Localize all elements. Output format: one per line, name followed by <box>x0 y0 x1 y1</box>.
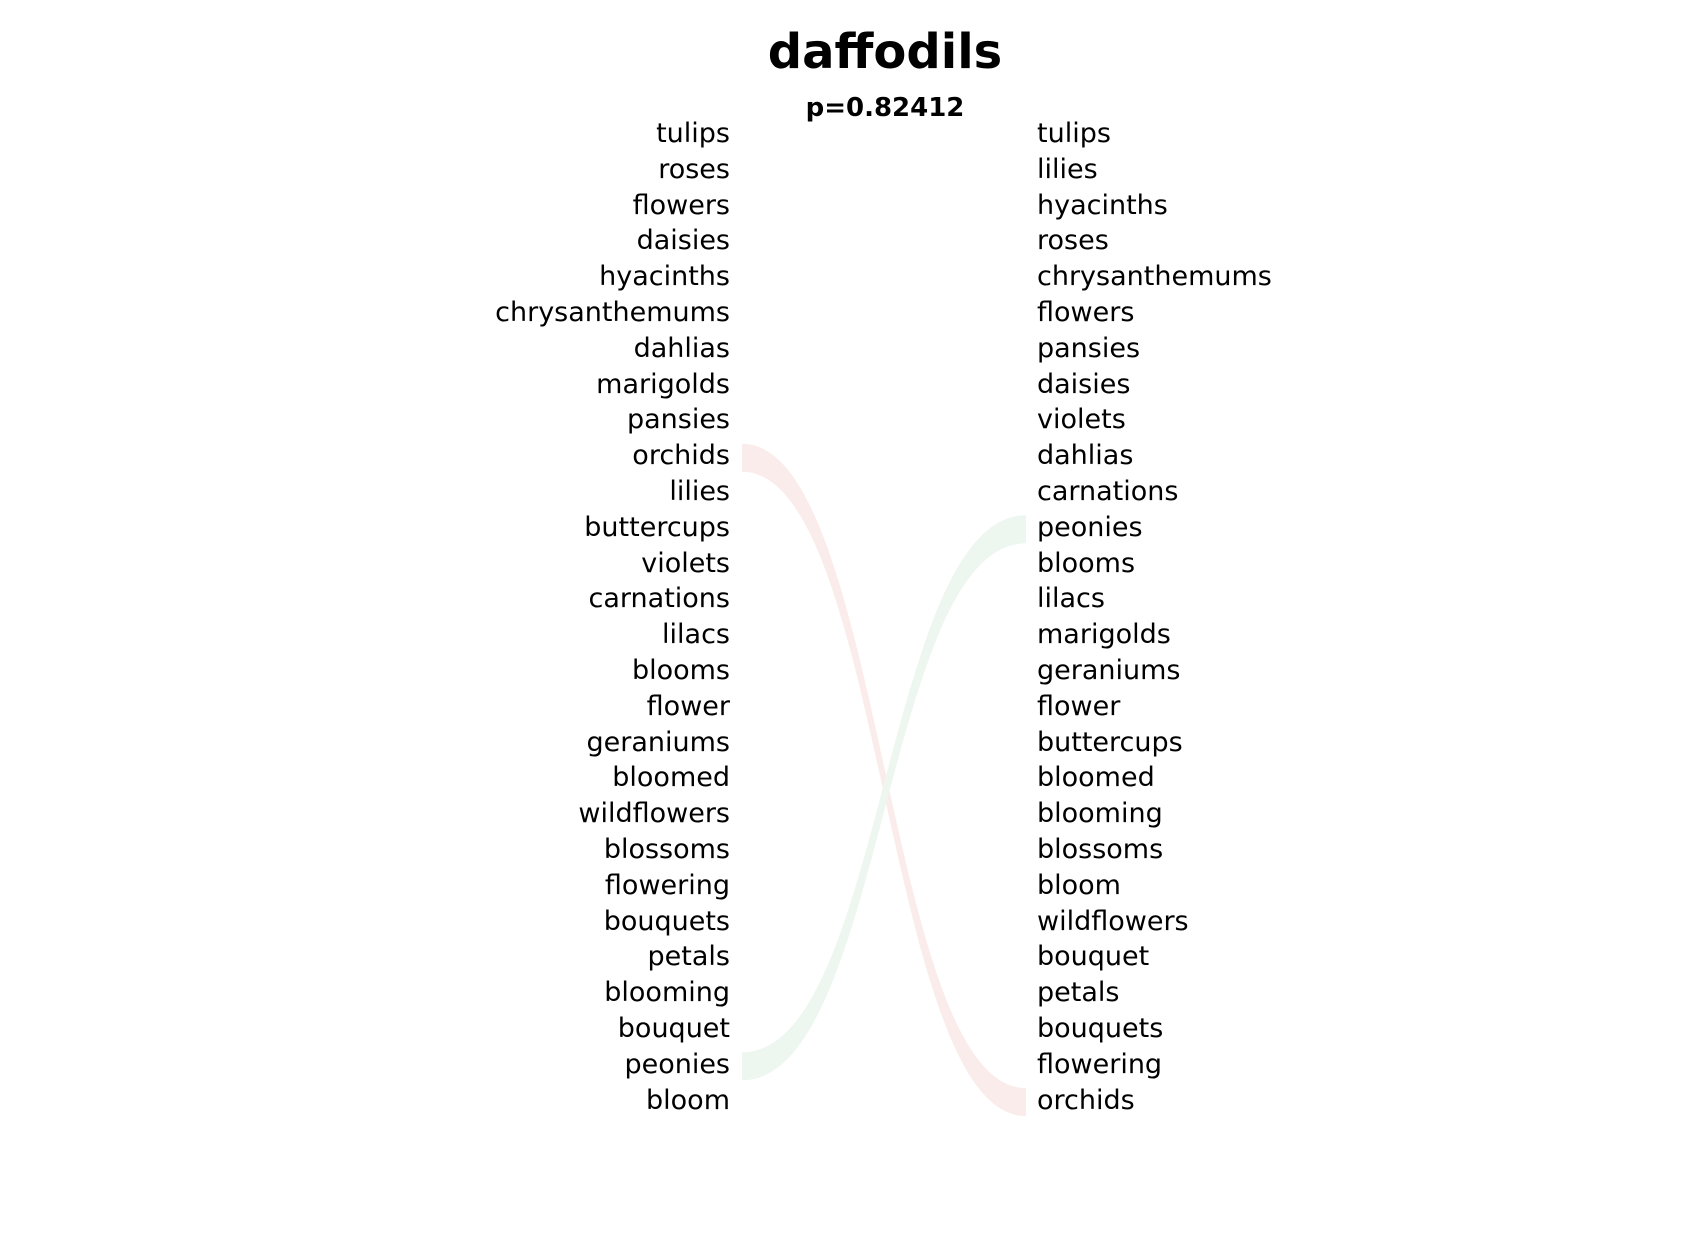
page-title: daffodils <box>767 24 1003 80</box>
right-word: flowering <box>1037 1048 1163 1080</box>
right-word: daisies <box>1037 368 1131 400</box>
left-word: carnations <box>588 583 730 615</box>
left-word: lilies <box>669 476 730 507</box>
left-word: hyacinths <box>599 261 730 293</box>
right-word: flowers <box>1037 297 1135 328</box>
left-word: geraniums <box>586 726 731 758</box>
left-word: peonies <box>624 1048 730 1080</box>
right-word: lilacs <box>1037 583 1105 615</box>
left-word: violets <box>641 547 730 579</box>
right-word: flower <box>1037 690 1121 722</box>
right-word: blooming <box>1037 798 1163 830</box>
left-word: lilacs <box>662 619 730 651</box>
right-word: bloom <box>1037 869 1121 901</box>
right-word: tulips <box>1037 118 1111 149</box>
right-word: chrysanthemums <box>1037 261 1272 293</box>
right-word: marigolds <box>1037 619 1171 651</box>
right-word: bouquet <box>1037 941 1150 973</box>
left-word: tulips <box>656 118 730 149</box>
left-word: marigolds <box>596 368 730 400</box>
left-word: pansies <box>626 404 730 436</box>
right-word: carnations <box>1037 476 1179 507</box>
left-word: wildflowers <box>578 798 730 830</box>
right-word: petals <box>1037 977 1120 1009</box>
right-word: roses <box>1037 225 1109 257</box>
right-word: hyacinths <box>1037 189 1168 221</box>
left-word: blossoms <box>603 834 730 865</box>
right-word: orchids <box>1037 1084 1135 1116</box>
right-word: lilies <box>1037 153 1098 185</box>
left-word: bouquet <box>617 1013 730 1044</box>
right-word: bouquets <box>1037 1013 1164 1044</box>
left-word: bouquets <box>603 905 730 937</box>
left-word: chrysanthemums <box>495 297 730 328</box>
left-word: dahlias <box>633 332 730 364</box>
right-word: pansies <box>1037 332 1141 364</box>
page-subtitle: p=0.82412 <box>805 93 965 123</box>
left-word: petals <box>647 941 730 973</box>
left-word: blooming <box>604 977 730 1009</box>
right-word: blossoms <box>1037 834 1164 865</box>
left-word: bloomed <box>612 762 730 794</box>
left-word: daisies <box>636 225 730 257</box>
right-word: wildflowers <box>1037 905 1189 937</box>
left-word: buttercups <box>584 511 730 543</box>
ribbon-peonies <box>742 515 1026 1081</box>
left-word: blooms <box>631 655 730 686</box>
left-word: orchids <box>632 440 730 472</box>
right-word: dahlias <box>1037 440 1134 472</box>
left-word: roses <box>658 153 730 185</box>
left-word: flowers <box>632 189 730 221</box>
right-word: peonies <box>1037 511 1143 543</box>
left-word: bloom <box>646 1084 730 1116</box>
ribbon-orchids <box>742 443 1026 1117</box>
right-word: bloomed <box>1037 762 1155 794</box>
left-word: flowering <box>604 869 730 901</box>
left-word: flower <box>646 690 730 722</box>
right-word: violets <box>1037 404 1126 436</box>
right-word: buttercups <box>1037 726 1183 758</box>
right-word: blooms <box>1037 547 1136 579</box>
right-word: geraniums <box>1037 655 1181 686</box>
